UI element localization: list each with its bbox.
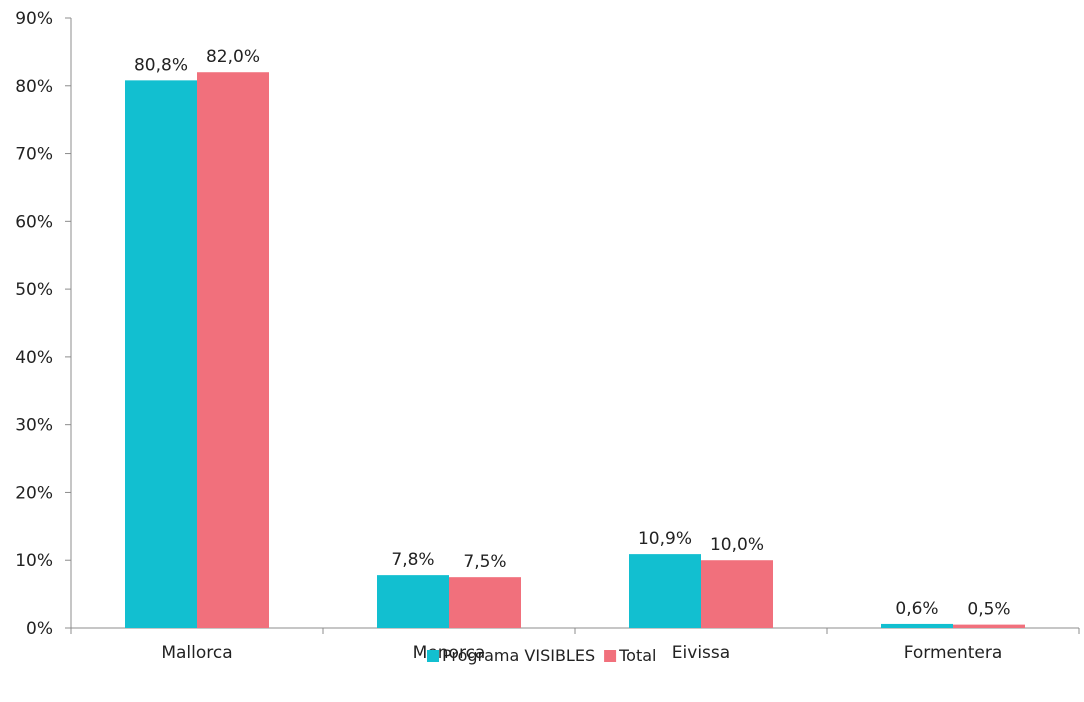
- y-tick-label: 30%: [15, 416, 53, 436]
- bars: [125, 72, 1025, 629]
- data-label-eivissa-total: 10,0%: [710, 535, 764, 555]
- y-tick-label: 50%: [15, 280, 53, 300]
- bar-menorca-total: [449, 577, 521, 628]
- bar-mallorca-total: [197, 72, 269, 628]
- bar-formentera-total: [953, 624, 1025, 628]
- bar-eivissa-programa-visibles: [629, 554, 701, 628]
- legend-swatch-programa-visibles: [427, 650, 439, 662]
- axes: 0%10%20%30%40%50%60%70%80%90%Mallorca Men…: [15, 9, 1080, 663]
- bar-formentera-programa-visibles: [881, 623, 953, 628]
- legend-swatch-total: [604, 650, 617, 662]
- y-tick-label: 90%: [15, 9, 53, 29]
- bar-menorca-programa-visibles: [377, 575, 449, 628]
- bar-mallorca-programa-visibles: [125, 80, 197, 629]
- y-tick-label: 10%: [15, 551, 53, 571]
- data-label-eivissa-programa-visibles: 10,9%: [638, 529, 692, 549]
- data-label-mallorca-total: 82,0%: [206, 47, 260, 67]
- data-label-mallorca-programa-visibles: 80,8%: [134, 55, 188, 75]
- legend: Programa VISIBLES Total: [427, 646, 656, 665]
- data-label-menorca-programa-visibles: 7,8%: [391, 550, 434, 570]
- y-tick-label: 60%: [15, 212, 53, 232]
- data-label-menorca-total: 7,5%: [463, 552, 506, 572]
- data-labels: 80,8% 82,0% 7,8% 7,5% 10,9% 10,0% 0,6% 0,5%: [134, 47, 1011, 619]
- data-label-formentera-total: 0,5%: [967, 600, 1010, 620]
- y-tick-label: 0%: [26, 619, 53, 639]
- y-tick-label: 80%: [15, 77, 53, 97]
- x-tick-label-formentera: Formentera: [904, 643, 1003, 663]
- x-tick-label-mallorca: Mallorca: [161, 643, 232, 663]
- y-tick-label: 20%: [15, 483, 53, 503]
- data-label-formentera-programa-visibles: 0,6%: [895, 599, 938, 619]
- legend-label-programa-visibles: Programa VISIBLES: [442, 646, 595, 665]
- legend-label-total: Total: [618, 646, 656, 665]
- y-tick-label: 70%: [15, 145, 53, 165]
- bar-eivissa-total: [701, 560, 773, 628]
- x-tick-label-eivissa: Eivissa: [672, 643, 730, 663]
- y-tick-label: 40%: [15, 348, 53, 368]
